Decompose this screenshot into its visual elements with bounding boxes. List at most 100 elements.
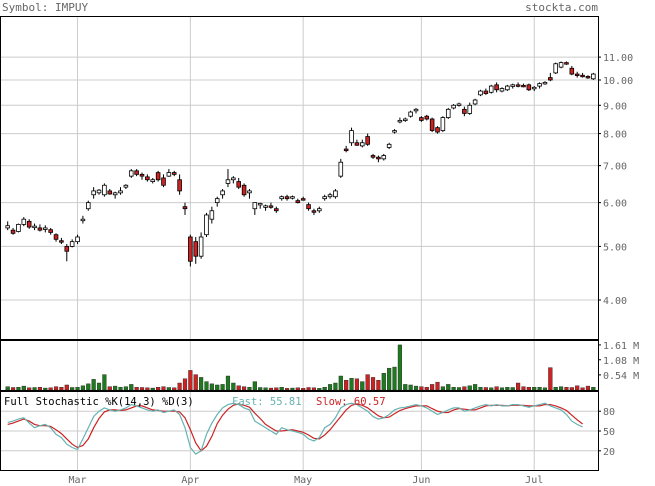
volume-bar	[575, 385, 580, 391]
candle	[402, 117, 408, 122]
site-label: stockta.com	[525, 1, 598, 14]
price-tick-label: 5.00	[603, 242, 627, 253]
stochastic-slow-line	[7, 403, 583, 452]
volume-bar	[413, 385, 419, 391]
candle-down	[311, 210, 317, 213]
candle	[257, 202, 263, 209]
candle-down	[429, 118, 435, 131]
price-tick-label: 6.00	[603, 199, 627, 210]
candle	[408, 110, 413, 118]
volume-bar	[349, 378, 354, 391]
volume-bar	[5, 386, 10, 391]
volume-tick-label: 1.61 M	[603, 341, 639, 352]
candle-up	[467, 104, 473, 114]
candle	[177, 174, 182, 195]
candle	[91, 187, 96, 199]
volume-bar	[338, 375, 343, 391]
candle-up	[209, 210, 215, 220]
volume-bar	[440, 386, 445, 391]
volume-bar	[392, 366, 397, 391]
volume-bar	[381, 373, 386, 391]
candle-up	[32, 225, 37, 229]
candle	[26, 219, 32, 229]
candle	[166, 169, 172, 177]
volume-bar	[220, 384, 225, 391]
candle-down	[53, 234, 59, 240]
candle	[118, 187, 123, 195]
candle	[462, 106, 467, 117]
candle	[214, 196, 220, 207]
candle-up	[317, 208, 322, 212]
volume-bar	[333, 382, 338, 391]
volume-bar	[70, 387, 75, 391]
volume-bar	[585, 385, 591, 391]
candle-down	[295, 200, 301, 204]
candle	[515, 82, 521, 88]
candle	[102, 183, 107, 197]
candle-up	[440, 117, 446, 131]
candle-up	[198, 236, 204, 257]
volume-bar	[274, 387, 279, 391]
volume-bar	[537, 387, 542, 391]
volume-bar	[499, 387, 505, 391]
candle-down	[171, 172, 177, 175]
volume-bar	[182, 378, 188, 391]
candle-up	[445, 108, 451, 119]
volume-bars	[5, 344, 596, 391]
candle-up	[220, 190, 225, 196]
candle-down	[26, 220, 32, 228]
candle	[59, 237, 64, 245]
volume-bar	[236, 385, 241, 391]
candle-down	[241, 184, 247, 196]
candle-down	[370, 155, 376, 158]
candle	[376, 155, 381, 163]
candle	[531, 86, 537, 92]
volume-bar	[387, 367, 392, 391]
candle	[53, 233, 59, 242]
volume-bar	[156, 387, 161, 391]
candle-down	[145, 176, 150, 181]
candle	[10, 227, 16, 235]
volume-bar	[139, 387, 145, 391]
candle	[365, 133, 370, 146]
candle	[510, 83, 516, 89]
volume-bar	[295, 387, 300, 391]
volume-bar	[370, 377, 376, 391]
candle	[182, 202, 188, 215]
stochastic-axis: 80 50 20	[598, 407, 615, 458]
candle-up	[123, 184, 129, 188]
candle-up	[231, 177, 236, 181]
candle	[564, 61, 569, 65]
candle	[397, 117, 403, 124]
candle-down	[274, 208, 279, 212]
candle	[548, 72, 553, 82]
candle-down	[574, 73, 580, 76]
volume-bar	[134, 387, 139, 391]
candle-down	[424, 115, 430, 120]
candle	[145, 174, 150, 182]
candle-up	[488, 85, 494, 93]
volume-axis: 1.61 M 1.08 M 0.54 M	[598, 341, 639, 382]
volume-bar	[494, 386, 499, 391]
candle-up	[225, 179, 231, 184]
volume-bar	[467, 385, 472, 391]
candle-down	[161, 177, 166, 186]
candle-up	[128, 170, 134, 177]
candle	[338, 158, 344, 178]
candle-up	[591, 73, 596, 80]
volume-bar	[564, 387, 569, 391]
candle-up	[392, 130, 397, 133]
volume-bar	[177, 382, 182, 391]
stochastic-fast-line	[7, 402, 583, 455]
candle	[236, 177, 241, 190]
candle	[107, 189, 113, 195]
volume-bar	[16, 387, 21, 391]
candle-up	[257, 203, 263, 206]
candle-up	[150, 179, 156, 182]
candle	[440, 116, 446, 133]
candle	[306, 202, 311, 211]
candle	[112, 191, 118, 199]
volume-bar	[166, 387, 171, 391]
candle-up	[214, 198, 220, 204]
candle-down	[435, 127, 440, 133]
